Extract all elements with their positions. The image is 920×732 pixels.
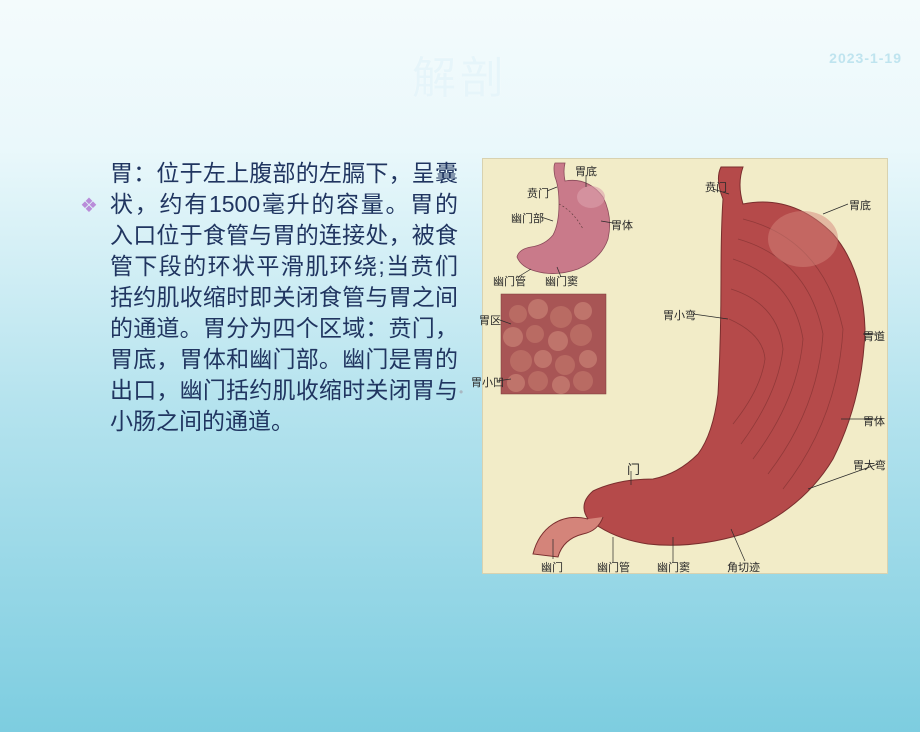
label-small-cardia: 贲门 [527,185,549,201]
label-small-pylorus-antrum: 幽门窦 [545,273,578,289]
label-greater-curve: 胃大弯 [853,457,886,473]
page-indicator-dot: • [459,385,463,399]
label-main-body: 胃体 [863,413,885,429]
label-main-pylorus-antrum: 幽门窦 [657,559,690,575]
label-small-body: 胃体 [611,217,633,233]
label-gastric-pit: 胃小凹 [471,374,504,390]
label-lesser-curve: 胃小弯 [663,307,696,323]
label-small-pylorus-part: 幽门部 [511,210,544,226]
label-small-fundus: 胃底 [575,163,597,179]
anatomy-diagram: 胃底 贲门 幽门部 胃体 幽门管 幽门窦 胃区 胃小凹 贲门 胃底 胃小弯 胃道… [482,158,888,574]
label-gastric-canal: 胃道 [863,328,885,344]
label-small-pylorus-canal: 幽门管 [493,273,526,289]
page-title: 解剖 [0,42,920,106]
body-text: 胃：位于左上腹部的左膈下，呈囊状，约有1500毫升的容量。胃的入口位于食管与胃的… [78,158,458,574]
label-angular-notch: 角切迹 [727,559,760,575]
label-main-pylorus: 幽门 [541,559,563,575]
timestamp: 2023-1-19 [829,50,902,66]
label-main-cardia: 贲门 [705,179,727,195]
label-main-pylorus-canal: 幽门管 [597,559,630,575]
label-door: 门 [627,459,640,478]
label-gastric-area: 胃区 [479,312,501,328]
label-main-fundus: 胃底 [849,197,871,213]
content-row: 胃：位于左上腹部的左膈下，呈囊状，约有1500毫升的容量。胃的入口位于食管与胃的… [0,158,920,574]
